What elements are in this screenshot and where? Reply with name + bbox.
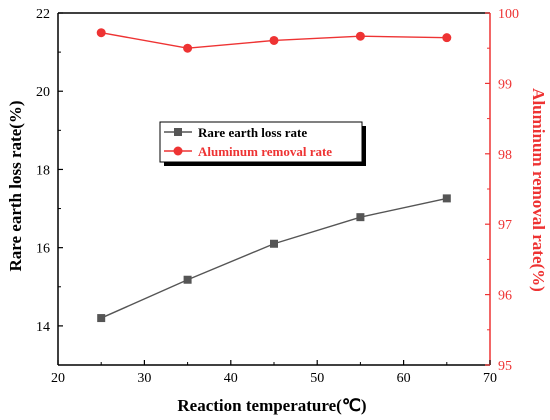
series-point-1 (269, 35, 279, 45)
y-right-tick-label: 100 (498, 7, 519, 22)
legend-items: Rare earth loss rate Aluminum removal rat… (164, 125, 332, 159)
series-point-0 (442, 194, 451, 203)
x-tick-label: 60 (397, 371, 411, 386)
plot-frame-group (57, 12, 491, 366)
x-axis-title: Reaction temperature(℃) (177, 396, 366, 415)
legend-label-0: Rare earth loss rate (198, 125, 307, 140)
x-tick-label: 70 (483, 371, 497, 386)
series-point-0 (183, 275, 192, 284)
y-left-tick-label: 18 (36, 163, 50, 178)
y-left-tick-label: 22 (36, 7, 50, 22)
y-right-tick-label: 98 (498, 148, 512, 163)
legend: Rare earth loss rate Aluminum removal rat… (159, 121, 366, 166)
y-axis-left: 14 16 18 20 22 (36, 7, 63, 366)
series-point-1 (183, 43, 193, 53)
y-left-tick-label: 20 (36, 85, 50, 100)
series-point-1 (96, 28, 106, 38)
series-layer (96, 28, 452, 323)
series-point-0 (356, 213, 365, 222)
y-left-tick-label: 14 (36, 320, 50, 335)
series-line-0 (100, 197, 447, 319)
y-right-tick-label: 95 (498, 359, 512, 374)
y-left-tick-label: 16 (36, 242, 50, 257)
series-point-1 (442, 33, 452, 43)
y-axis-right-title: Aluminum removal rate(%) (529, 88, 548, 292)
y-axis-right: 95 96 97 98 99 100 (485, 7, 519, 374)
y-axis-left-title: Rare earth loss rate(%) (6, 100, 25, 271)
series-point-0 (270, 239, 278, 248)
legend-label-1: Aluminum removal rate (198, 144, 332, 159)
y-right-tick-label: 96 (498, 289, 512, 304)
y-right-tick-label: 99 (498, 77, 512, 92)
legend-marker-0 (174, 128, 182, 136)
series-point-0 (97, 314, 106, 323)
series-point-1 (355, 31, 365, 41)
legend-marker-1 (173, 146, 183, 156)
x-tick-label: 30 (137, 371, 151, 386)
x-tick-label: 20 (51, 371, 65, 386)
x-tick-label: 50 (310, 371, 324, 386)
x-axis: 20 30 40 50 60 70 (51, 360, 497, 386)
legend-box (159, 121, 363, 163)
x-tick-label: 40 (224, 371, 238, 386)
y-right-tick-label: 97 (498, 218, 512, 233)
